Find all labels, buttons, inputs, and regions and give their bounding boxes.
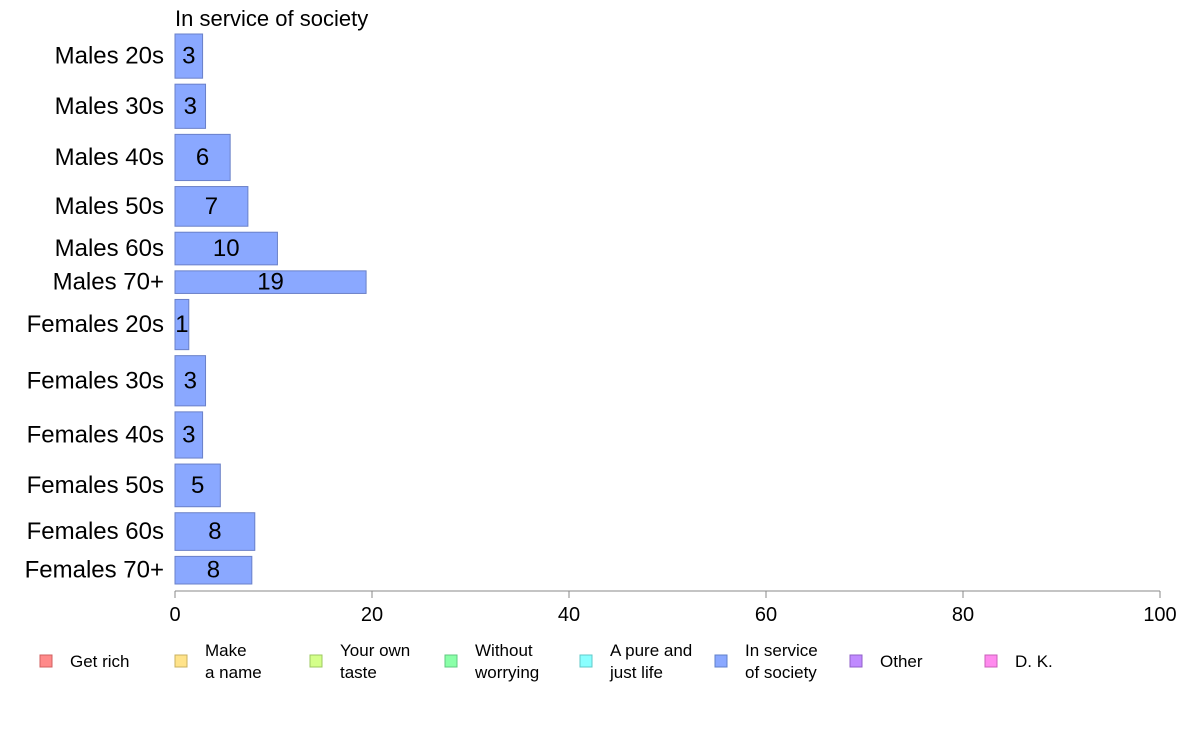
bar <box>174 270 367 294</box>
legend: Get rich Make a name Your own taste Without wo… <box>39 641 1053 682</box>
category-label: Males 30s <box>55 93 164 120</box>
x-tick-label: 60 <box>755 604 777 626</box>
value-label: 3 <box>184 93 197 120</box>
bar <box>174 512 256 551</box>
legend-label: A pure and just life <box>609 641 692 682</box>
bars-group: Males 20s 3 Males 30s 3 Males 40s 6 Males 50s 7… <box>25 33 367 585</box>
value-label: 8 <box>207 557 220 584</box>
category-label: Females 70+ <box>25 557 164 584</box>
value-label: 10 <box>213 235 240 262</box>
category-label: Females 50s <box>27 472 164 499</box>
legend-swatch <box>39 654 53 668</box>
chart-title: In service of society <box>175 6 368 31</box>
category-label: Males 20s <box>55 43 164 70</box>
legend-label: D. K. <box>1015 652 1053 671</box>
value-label: 19 <box>257 269 284 296</box>
legend-label: Get rich <box>70 652 130 671</box>
bar <box>174 411 204 459</box>
bar <box>174 298 190 351</box>
category-label: Males 60s <box>55 235 164 262</box>
category-label: Males 40s <box>55 144 164 171</box>
category-label: Females 30s <box>27 367 164 394</box>
legend-swatch <box>174 654 188 668</box>
category-label: Males 70+ <box>53 269 164 296</box>
legend-swatch <box>444 654 458 668</box>
value-label: 3 <box>182 421 195 448</box>
value-label: 8 <box>208 518 221 545</box>
legend-label: Other <box>880 652 923 671</box>
x-tick-label: 40 <box>558 604 580 626</box>
bar <box>174 355 207 407</box>
value-label: 7 <box>205 193 218 220</box>
value-label: 3 <box>184 367 197 394</box>
legend-label: Without worrying <box>474 641 539 682</box>
category-label: Females 40s <box>27 421 164 448</box>
x-tick-label: 80 <box>952 604 974 626</box>
legend-swatch <box>984 654 998 668</box>
bar <box>174 33 204 79</box>
legend-label: In service of society <box>745 641 818 682</box>
bar <box>174 463 221 508</box>
legend-swatch <box>714 654 728 668</box>
legend-label: Make a name <box>205 641 262 682</box>
x-tick-label: 0 <box>169 604 180 626</box>
legend-label: Your own taste <box>340 641 410 682</box>
x-tick-label: 20 <box>361 604 383 626</box>
category-label: Females 20s <box>27 311 164 338</box>
bar <box>174 83 207 129</box>
bar <box>174 186 249 227</box>
value-label: 5 <box>191 472 204 499</box>
bar <box>174 231 278 266</box>
value-label: 3 <box>182 43 195 70</box>
bar <box>174 133 231 182</box>
value-label: 6 <box>196 144 209 171</box>
category-label: Females 60s <box>27 518 164 545</box>
x-axis: 0 20 40 60 80 100 <box>169 590 1177 626</box>
legend-swatch <box>579 654 593 668</box>
legend-swatch <box>309 654 323 668</box>
bar <box>174 555 253 585</box>
value-label: 1 <box>175 311 188 338</box>
category-label: Males 50s <box>55 193 164 220</box>
legend-swatch <box>849 654 863 668</box>
x-tick-label: 100 <box>1143 604 1176 626</box>
